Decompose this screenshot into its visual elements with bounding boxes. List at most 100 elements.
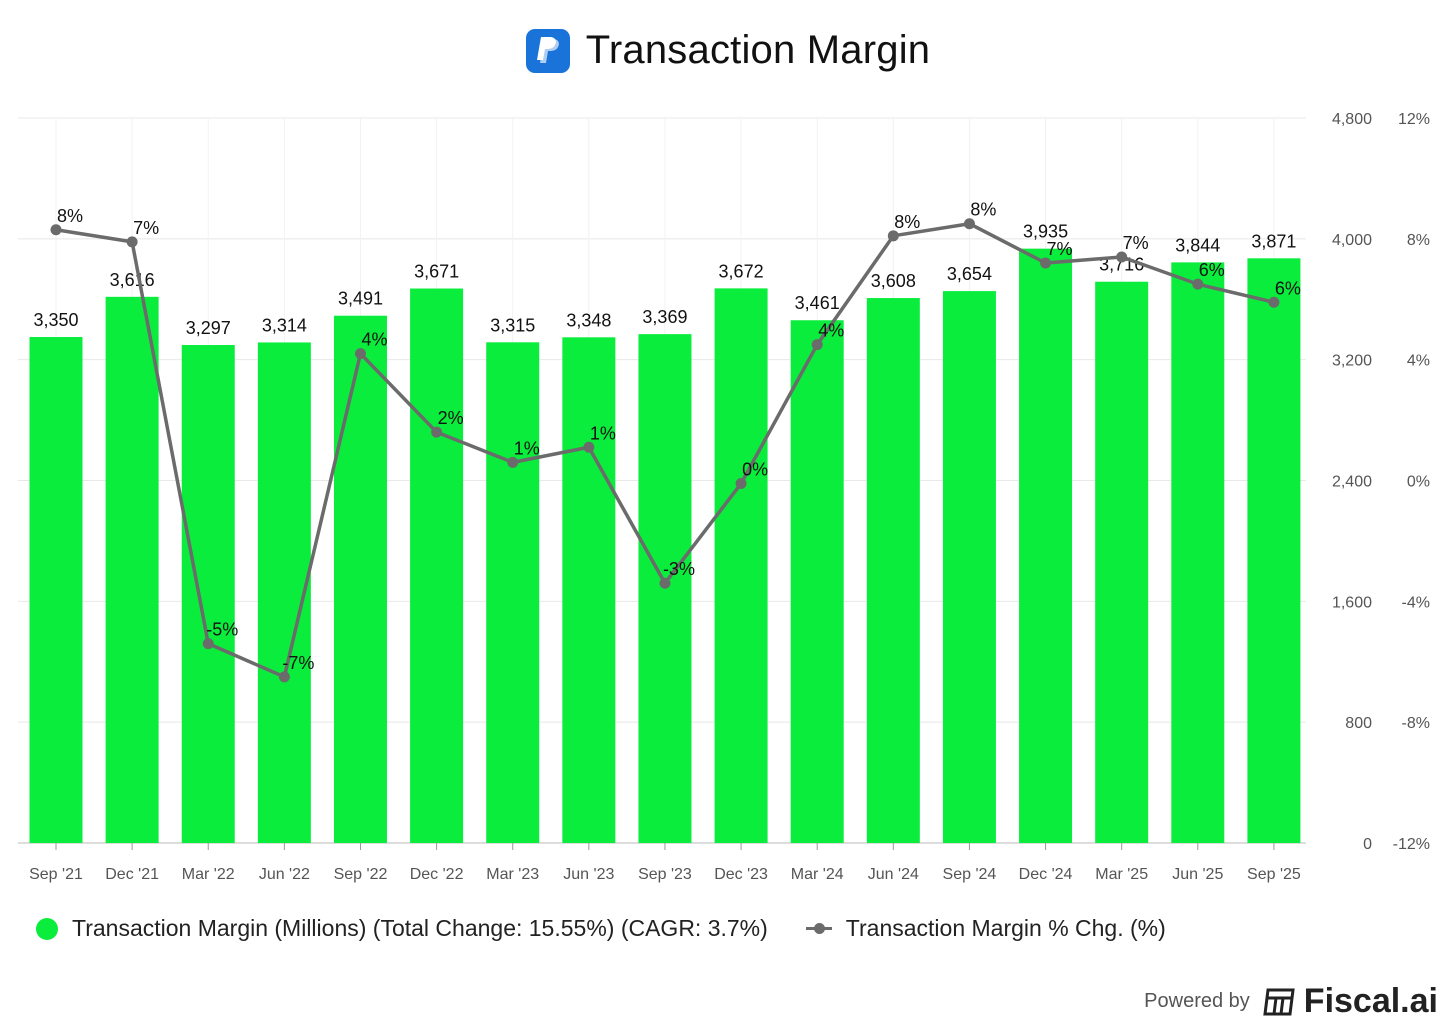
y-right-tick-label: -8%	[1402, 715, 1430, 732]
line-point[interactable]	[431, 426, 443, 438]
bar-value-label: 3,350	[33, 310, 78, 330]
y-left-tick-label: 800	[1345, 715, 1372, 732]
legend-bar-swatch	[36, 917, 58, 940]
bar[interactable]	[562, 337, 616, 843]
x-tick-label: Dec '22	[410, 866, 464, 883]
x-tick-label: Jun '22	[259, 866, 310, 883]
line-point[interactable]	[202, 638, 214, 650]
bar-value-label: 3,654	[947, 264, 992, 284]
x-tick-label: Sep '23	[638, 866, 692, 883]
line-value-label: -3%	[663, 559, 695, 579]
line-point[interactable]	[583, 441, 595, 453]
line-value-label: 2%	[438, 408, 464, 428]
line-value-label: 8%	[894, 212, 920, 232]
x-tick-label: Mar '24	[791, 866, 844, 883]
line-value-label: 8%	[57, 206, 83, 226]
line-value-label: -5%	[206, 620, 238, 640]
x-tick-label: Dec '23	[714, 866, 768, 883]
bar-value-label: 3,871	[1251, 231, 1296, 251]
bar-value-label: 3,616	[110, 270, 155, 290]
bar-value-label: 3,672	[719, 261, 764, 281]
bar-value-label: 3,935	[1023, 222, 1068, 242]
line-value-label: 0%	[742, 460, 768, 480]
line-value-label: 7%	[1123, 233, 1149, 253]
line-point[interactable]	[507, 456, 519, 468]
bar[interactable]	[257, 342, 311, 843]
bar[interactable]	[333, 315, 387, 844]
line-point[interactable]	[963, 218, 975, 230]
legend-item-bars[interactable]: Transaction Margin (Millions) (Total Cha…	[36, 915, 768, 942]
x-tick-label: Sep '21	[29, 866, 83, 883]
line-point[interactable]	[811, 339, 823, 351]
legend-item-line[interactable]: Transaction Margin % Chg. (%)	[805, 915, 1166, 942]
line-point[interactable]	[50, 224, 62, 236]
bar[interactable]	[1095, 281, 1149, 844]
line-value-label: 4%	[361, 330, 387, 350]
chart-legend: Transaction Margin (Millions) (Total Cha…	[36, 915, 1204, 942]
y-right-tick-label: -12%	[1393, 836, 1430, 853]
powered-by-text: Powered by	[1144, 990, 1250, 1012]
bar[interactable]	[790, 320, 844, 844]
bar[interactable]	[866, 298, 920, 844]
y-right-tick-label: 0%	[1407, 474, 1430, 491]
bar-value-label: 3,315	[490, 315, 535, 335]
brand[interactable]: Fiscal.ai	[1262, 982, 1438, 1021]
bar-value-label: 3,608	[871, 271, 916, 291]
x-tick-label: Sep '25	[1247, 866, 1301, 883]
x-tick-label: Dec '24	[1019, 866, 1073, 883]
legend-line-label: Transaction Margin % Chg. (%)	[845, 915, 1166, 941]
line-value-label: 1%	[590, 423, 616, 443]
x-tick-label: Mar '25	[1095, 866, 1148, 883]
line-point[interactable]	[1268, 296, 1280, 308]
bar[interactable]	[105, 296, 159, 843]
fiscal-ai-logo-icon	[1263, 988, 1295, 1015]
bar[interactable]	[486, 342, 540, 843]
y-right-tick-label: 12%	[1398, 111, 1430, 128]
y-left-tick-label: 1,600	[1332, 594, 1372, 611]
bar[interactable]	[29, 337, 83, 843]
line-value-label: 8%	[970, 200, 996, 220]
line-value-label: 7%	[133, 218, 159, 238]
legend-line-swatch	[805, 923, 832, 934]
line-point[interactable]	[1040, 257, 1052, 269]
line-value-label: 7%	[1047, 239, 1073, 259]
bar-value-label: 3,461	[795, 293, 840, 313]
line-point[interactable]	[887, 230, 899, 242]
x-tick-label: Jun '23	[563, 866, 614, 883]
x-tick-label: Jun '25	[1172, 866, 1223, 883]
line-point[interactable]	[1192, 278, 1204, 290]
line-point[interactable]	[126, 236, 138, 248]
line-point[interactable]	[735, 478, 747, 490]
chart-title: Transaction Margin	[585, 28, 931, 72]
bar[interactable]	[181, 345, 235, 843]
bar-value-label: 3,348	[566, 310, 611, 330]
brand-name: Fiscal.ai	[1303, 982, 1438, 1020]
line-point[interactable]	[354, 348, 366, 360]
x-tick-label: Jun '24	[868, 866, 919, 883]
line-value-label: 6%	[1199, 260, 1225, 280]
y-left-tick-label: 0	[1363, 836, 1372, 853]
y-right-tick-label: 4%	[1407, 353, 1430, 370]
bar[interactable]	[410, 288, 464, 844]
bar[interactable]	[1247, 258, 1301, 843]
bar[interactable]	[714, 288, 768, 843]
line-value-label: 4%	[818, 321, 844, 341]
line-point[interactable]	[1116, 251, 1128, 263]
bar[interactable]	[942, 291, 996, 843]
line-point[interactable]	[659, 577, 671, 589]
line-point[interactable]	[278, 671, 290, 683]
bar[interactable]	[1019, 248, 1073, 843]
line-value-label: 1%	[514, 438, 540, 458]
y-left-tick-label: 2,400	[1332, 474, 1372, 491]
y-left-tick-label: 4,000	[1332, 232, 1372, 249]
line-value-label: -7%	[282, 653, 314, 673]
line-value-label: 6%	[1275, 278, 1301, 298]
x-tick-label: Sep '24	[943, 866, 997, 883]
bar-value-label: 3,314	[262, 315, 307, 335]
x-tick-label: Sep '22	[334, 866, 388, 883]
chart-header: Transaction Margin	[0, 28, 1456, 73]
bar[interactable]	[1171, 262, 1225, 843]
y-left-tick-label: 4,800	[1332, 111, 1372, 128]
y-left-tick-label: 3,200	[1332, 353, 1372, 370]
bar-value-label: 3,671	[414, 262, 459, 282]
